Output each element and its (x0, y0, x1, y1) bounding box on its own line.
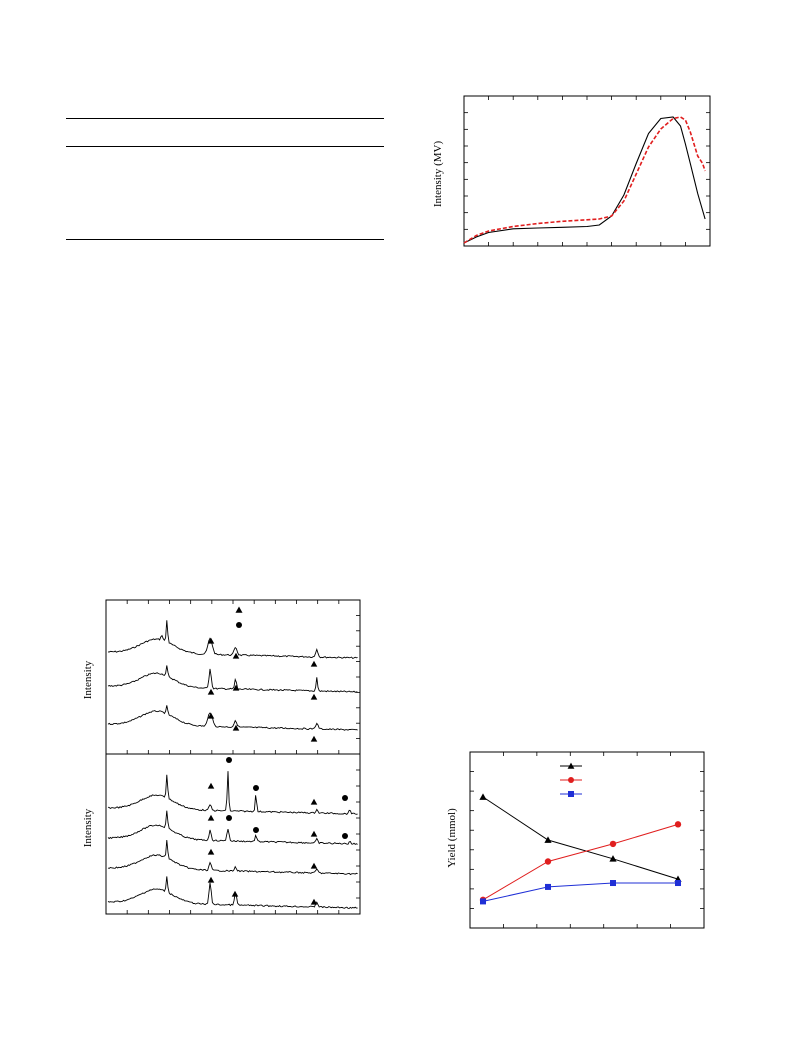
yield-point-triangle (609, 855, 617, 862)
profile-chart-plot (463, 95, 711, 247)
phase-marker-circle (253, 827, 259, 833)
yield-series-line-1 (482, 796, 679, 880)
yield-legend-marker (567, 762, 575, 769)
yield-point-square (675, 880, 681, 887)
profile-frame (463, 95, 711, 247)
profile-series-line-2 (463, 116, 706, 244)
xrd-pattern-5 (107, 810, 358, 845)
yield-frame (469, 751, 705, 929)
table-bottom-rule (66, 239, 384, 240)
yield-point-triangle (544, 836, 552, 843)
phase-marker-triangle (310, 830, 318, 837)
yield-point-circle (544, 858, 552, 865)
yield-legend-marker (568, 777, 574, 783)
phase-marker-circle (226, 757, 232, 763)
yield-point-circle (609, 840, 617, 848)
yield-series-line-2 (482, 823, 679, 901)
phase-marker-triangle (232, 724, 240, 731)
phase-marker-triangle (207, 712, 215, 719)
data-table (66, 118, 384, 242)
xrd-pattern-4 (107, 771, 358, 815)
phase-marker-triangle (207, 876, 215, 883)
yield-point-square (545, 883, 551, 890)
phase-marker-triangle (310, 862, 318, 869)
yield-legend-marker (568, 791, 574, 797)
xrd-chart-plot (105, 599, 361, 915)
phase-marker-triangle (310, 693, 318, 700)
profile-chart: Intensity (MV) (420, 88, 720, 258)
xrd-panel-frame-1 (105, 599, 361, 755)
table-header-rule (66, 146, 384, 147)
xrd-pattern-3 (107, 705, 358, 731)
phase-marker-triangle (310, 798, 318, 805)
xrd-pattern-2 (107, 665, 358, 693)
yield-point-square (480, 898, 486, 905)
phase-marker-triangle (310, 735, 318, 742)
phase-marker-triangle (207, 814, 215, 821)
phase-marker-triangle (310, 898, 318, 905)
phase-marker-triangle (310, 660, 318, 667)
phase-marker-triangle (207, 637, 215, 644)
phase-marker-triangle (207, 782, 215, 789)
phase-marker-triangle (232, 652, 240, 659)
yield-point-square (610, 880, 616, 887)
phase-marker-circle (226, 815, 232, 821)
xrd-pattern-7 (107, 876, 358, 909)
legend-triangle-marker (235, 606, 243, 613)
phase-marker-triangle (231, 890, 239, 897)
yield-chart: Yield (mmol) (430, 748, 720, 938)
phase-marker-triangle (207, 688, 215, 695)
table-top-rule (66, 118, 384, 119)
yield-series-line-3 (482, 882, 678, 902)
xrd-pattern-1 (107, 620, 358, 660)
phase-marker-triangle (207, 848, 215, 855)
yield-chart-plot (469, 751, 705, 929)
xrd-chart: Intensity Intensity (78, 596, 368, 926)
phase-marker-triangle (232, 684, 240, 691)
phase-marker-circle (253, 785, 259, 791)
phase-marker-circle (342, 795, 348, 801)
xrd-panel-frame-2 (105, 753, 361, 915)
legend-circle-marker (236, 622, 242, 628)
yield-point-triangle (479, 793, 487, 800)
yield-point-circle (674, 821, 682, 828)
xrd-pattern-6 (107, 839, 358, 876)
phase-marker-circle (342, 833, 348, 839)
profile-series-line-1 (463, 116, 706, 244)
